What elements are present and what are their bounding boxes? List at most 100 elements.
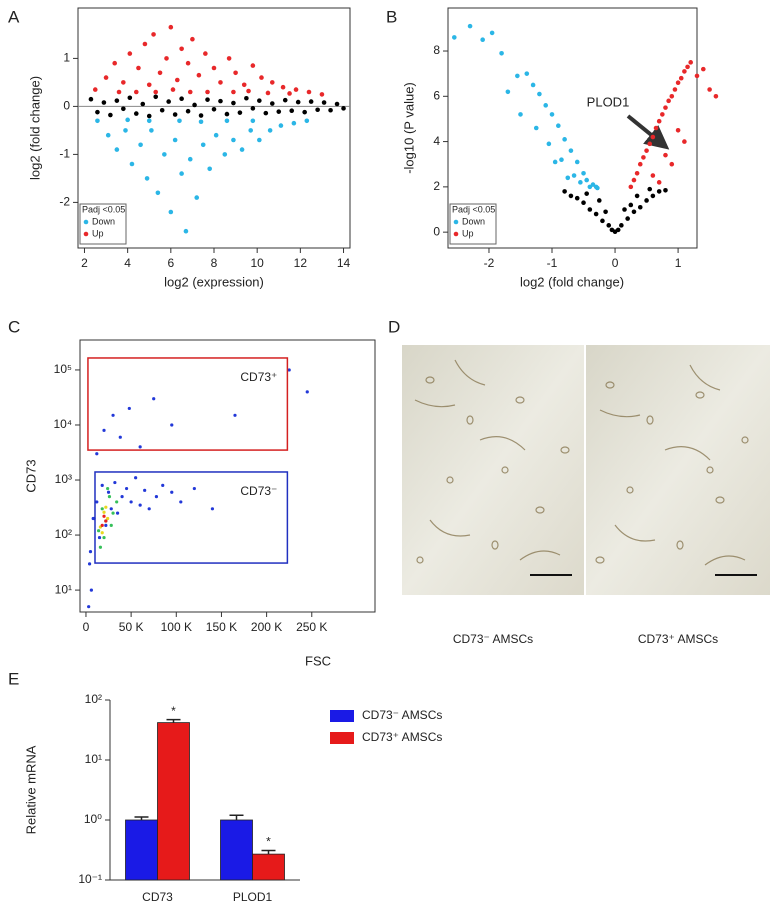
y-tick-label: 4: [433, 134, 440, 148]
error-bar: [166, 718, 181, 723]
point: [606, 223, 612, 228]
point: [112, 60, 117, 66]
point: [246, 88, 251, 94]
y-tick-label: -2: [59, 195, 70, 209]
point: [280, 84, 286, 90]
point: [153, 94, 159, 100]
x-tick-label: PLOD1: [233, 890, 273, 904]
y-tick-label: 1: [63, 51, 70, 65]
point: [144, 176, 150, 181]
point: [121, 80, 126, 85]
point: [121, 106, 126, 112]
point: [104, 505, 108, 509]
point: [644, 148, 649, 153]
x-tick-label: 4: [124, 256, 131, 270]
point: [644, 198, 649, 203]
point: [146, 118, 152, 124]
point: [685, 64, 690, 70]
point: [581, 170, 586, 176]
y-axis-title: CD73: [23, 459, 38, 492]
point: [295, 99, 301, 105]
point: [515, 73, 520, 79]
point: [162, 152, 167, 157]
point: [641, 155, 646, 160]
legend-marker: [83, 219, 89, 225]
point: [89, 588, 93, 592]
point: [101, 100, 107, 105]
point: [120, 494, 124, 499]
panel-label: D: [388, 317, 400, 336]
point: [663, 105, 668, 110]
y-axis-title: log2 (fold change): [27, 76, 42, 180]
image-caption: CD73⁺ AMSCs: [638, 632, 718, 646]
error-bar: [261, 849, 276, 855]
point: [113, 480, 117, 485]
point: [109, 507, 113, 511]
x-axis-title: log2 (expression): [164, 274, 264, 289]
point: [707, 87, 712, 92]
point: [95, 118, 100, 124]
point: [595, 185, 600, 191]
point: [138, 445, 142, 449]
point: [87, 605, 91, 609]
point: [241, 82, 247, 88]
bar: [220, 819, 253, 881]
point: [129, 500, 133, 504]
y-tick-label: 10⁻¹: [78, 872, 102, 886]
point: [634, 193, 640, 199]
y-tick-label: 10¹: [55, 582, 72, 596]
legend-title: Padj <0.05: [452, 204, 495, 214]
x-tick-label: 2: [81, 256, 88, 270]
point: [549, 112, 555, 117]
point: [127, 406, 131, 411]
point: [149, 128, 154, 133]
x-tick-label: 100 K: [161, 620, 192, 634]
legend-label: Down: [92, 216, 115, 226]
point: [108, 112, 113, 118]
point: [106, 490, 111, 494]
point: [663, 187, 668, 193]
point: [170, 490, 174, 494]
point: [637, 161, 643, 167]
legend-label: CD73⁻ AMSCs: [362, 708, 442, 722]
point: [291, 120, 297, 126]
point: [678, 75, 684, 81]
bar: [252, 853, 285, 881]
point: [568, 148, 574, 153]
point: [140, 101, 146, 107]
point: [319, 92, 325, 97]
point: [669, 94, 675, 99]
point: [211, 106, 217, 112]
point: [278, 123, 284, 128]
point: [505, 89, 511, 95]
point: [198, 113, 204, 118]
point: [106, 486, 110, 491]
point: [92, 87, 98, 92]
plot-frame: [447, 7, 698, 249]
point: [250, 118, 256, 124]
point: [106, 516, 110, 521]
legend-label: Up: [92, 228, 104, 238]
x-tick-label: 1: [675, 256, 682, 270]
point: [552, 159, 558, 165]
y-tick-label: 10⁰: [84, 812, 102, 826]
point: [172, 112, 178, 117]
point: [192, 102, 197, 108]
point: [628, 202, 634, 208]
x-tick-label: 250 K: [296, 620, 327, 634]
point: [584, 191, 589, 196]
point: [625, 216, 630, 221]
point: [666, 98, 671, 104]
y-axis-title: -log10 (P value): [401, 82, 416, 174]
y-tick-label: 10²: [55, 527, 72, 541]
point: [574, 195, 580, 201]
y-tick-label: 0: [433, 224, 440, 238]
x-tick-label: 200 K: [251, 620, 282, 634]
point: [95, 109, 100, 115]
point: [672, 87, 678, 92]
legend-marker: [453, 231, 459, 237]
point: [233, 70, 238, 76]
bar: [157, 722, 190, 881]
point: [231, 100, 236, 106]
